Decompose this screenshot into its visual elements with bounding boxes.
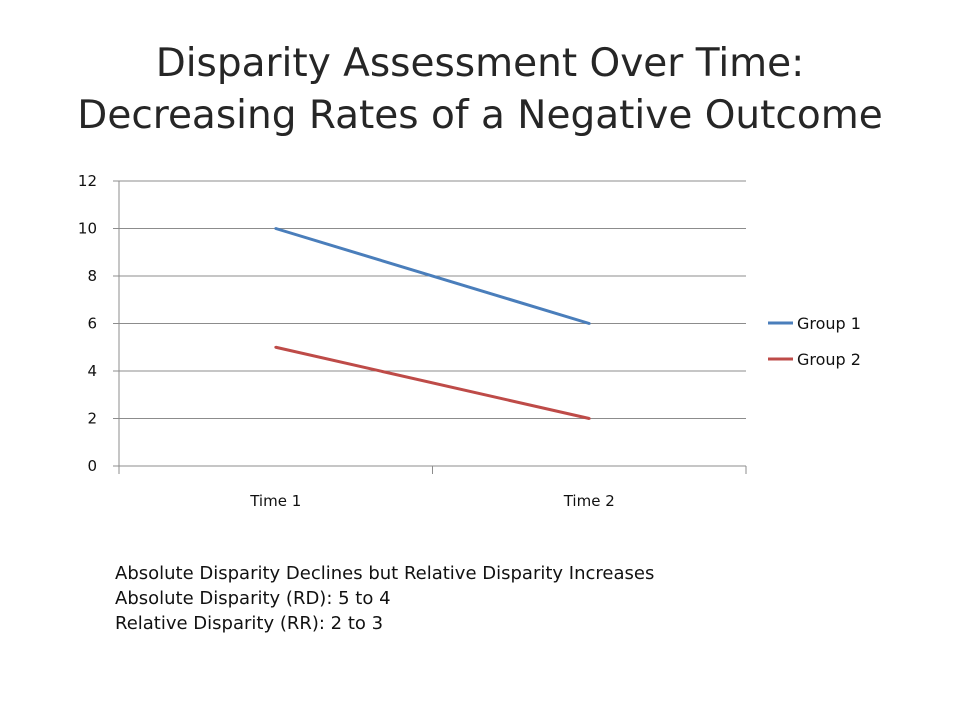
note-line: Relative Disparity (RR): 2 to 3 <box>115 613 384 634</box>
y-tick-label: 6 <box>87 315 97 333</box>
data-point <box>274 227 278 230</box>
notes: Absolute Disparity Declines but Relative… <box>115 561 654 636</box>
y-tick-label: 8 <box>87 267 97 285</box>
y-tick-label: 2 <box>87 410 97 428</box>
legend: Group 1 Group 2 <box>768 314 861 369</box>
note-line: Absolute Disparity Declines but Relative… <box>115 563 655 584</box>
note-line: Absolute Disparity (RD): 5 to 4 <box>115 588 391 609</box>
legend-label: Group 2 <box>797 350 861 369</box>
series-lines <box>274 227 591 420</box>
data-point <box>274 345 278 349</box>
series-line-1 <box>275 227 590 325</box>
x-tick-label: Time 1 <box>249 492 301 510</box>
data-point <box>587 417 591 420</box>
y-tick-label: 12 <box>78 172 97 190</box>
gridlines <box>119 180 746 419</box>
series-line-2 <box>275 345 590 420</box>
legend-label: Group 1 <box>797 314 861 333</box>
x-axis-tick-labels: Time 1 Time 2 <box>249 492 615 510</box>
chart-title-line-2: Decreasing Rates of a Negative Outcome <box>77 93 883 138</box>
x-tick-label: Time 2 <box>563 492 615 510</box>
data-point <box>587 322 591 325</box>
y-tick-label: 4 <box>87 362 97 380</box>
chart-title: Disparity Assessment Over Time: Decreasi… <box>0 38 960 142</box>
chart-title-line-1: Disparity Assessment Over Time: <box>155 41 805 86</box>
y-tick-label: 10 <box>78 220 97 238</box>
y-tick-label: 0 <box>87 457 97 475</box>
axes <box>113 180 747 474</box>
y-axis-tick-labels: 0 2 4 6 8 10 12 <box>78 172 97 475</box>
